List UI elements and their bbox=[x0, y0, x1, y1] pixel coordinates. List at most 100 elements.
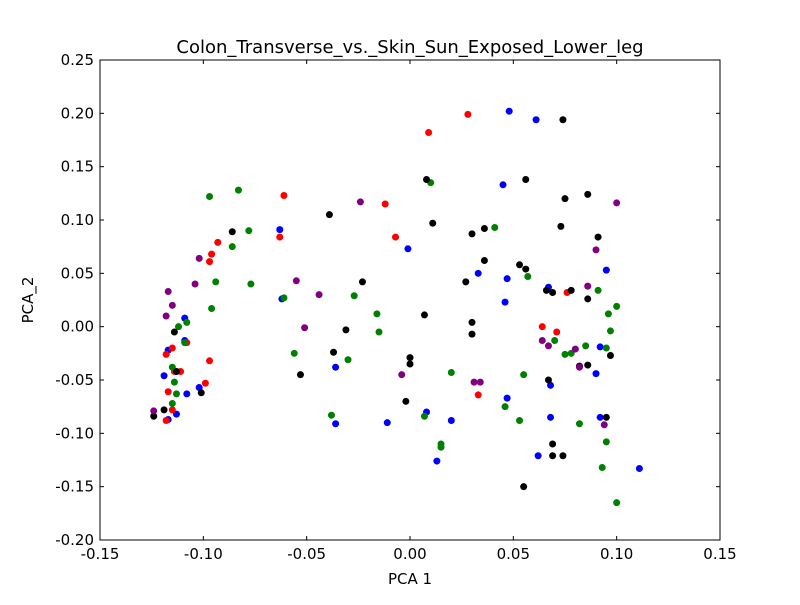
data-point-series-2 bbox=[206, 357, 214, 365]
data-point-series-1 bbox=[276, 226, 284, 234]
x-tick-label: -0.10 bbox=[184, 545, 223, 563]
x-tick-label: -0.15 bbox=[81, 545, 120, 563]
x-tick-label: 0.05 bbox=[497, 545, 530, 563]
data-point-series-4 bbox=[406, 360, 414, 368]
data-point-series-1 bbox=[474, 269, 482, 277]
data-point-series-3 bbox=[181, 339, 189, 347]
data-point-series-1 bbox=[503, 394, 511, 402]
data-point-series-3 bbox=[516, 417, 524, 425]
data-point-series-2 bbox=[464, 110, 472, 118]
data-point-series-3 bbox=[327, 411, 335, 419]
data-point-series-2 bbox=[392, 233, 400, 241]
y-tick-label: -0.15 bbox=[55, 478, 94, 496]
data-point-series-4 bbox=[594, 233, 602, 241]
data-point-series-4 bbox=[559, 116, 567, 124]
data-point-series-1 bbox=[532, 116, 540, 124]
data-point-series-1 bbox=[592, 370, 600, 378]
data-point-series-4 bbox=[561, 195, 569, 203]
data-point-series-4 bbox=[406, 354, 414, 362]
data-point-series-4 bbox=[325, 211, 333, 219]
data-point-series-3 bbox=[175, 323, 183, 331]
y-tick-label: 0.05 bbox=[61, 264, 94, 282]
data-point-series-5 bbox=[592, 246, 600, 254]
data-point-series-2 bbox=[381, 200, 389, 208]
data-point-series-3 bbox=[447, 369, 455, 377]
data-point-series-1 bbox=[332, 420, 340, 428]
data-point-series-5 bbox=[538, 337, 546, 345]
data-point-series-5 bbox=[600, 421, 608, 429]
data-point-series-5 bbox=[301, 324, 309, 332]
data-point-series-4 bbox=[549, 289, 557, 297]
data-point-series-1 bbox=[547, 381, 555, 389]
data-point-series-1 bbox=[404, 245, 412, 253]
data-point-series-3 bbox=[350, 292, 358, 300]
data-point-series-3 bbox=[602, 344, 610, 352]
data-point-series-4 bbox=[567, 286, 575, 294]
data-point-series-4 bbox=[468, 318, 476, 326]
data-point-series-1 bbox=[501, 298, 509, 306]
data-point-series-2 bbox=[168, 344, 176, 352]
data-point-series-2 bbox=[474, 391, 482, 399]
data-point-series-5 bbox=[470, 378, 478, 386]
data-point-series-3 bbox=[172, 390, 180, 398]
data-point-series-1 bbox=[183, 390, 191, 398]
data-point-series-1 bbox=[635, 465, 643, 473]
data-point-series-2 bbox=[206, 258, 214, 266]
data-point-series-4 bbox=[480, 257, 488, 265]
y-tick-label: -0.05 bbox=[55, 371, 94, 389]
data-point-series-1 bbox=[505, 107, 513, 115]
data-point-series-2 bbox=[214, 238, 222, 246]
x-tick-label: 0.15 bbox=[703, 545, 736, 563]
data-point-series-2 bbox=[280, 191, 288, 199]
data-point-series-5 bbox=[613, 199, 621, 207]
data-point-series-2 bbox=[162, 350, 170, 358]
data-point-series-3 bbox=[212, 278, 220, 286]
data-point-series-4 bbox=[429, 219, 437, 227]
data-point-series-4 bbox=[160, 406, 168, 414]
data-point-series-4 bbox=[584, 295, 592, 303]
data-point-series-5 bbox=[476, 378, 484, 386]
plot-frame bbox=[99, 59, 721, 541]
y-tick-label: 0.15 bbox=[61, 158, 94, 176]
data-point-series-3 bbox=[606, 327, 614, 335]
data-point-series-3 bbox=[228, 243, 236, 251]
data-point-series-1 bbox=[433, 457, 441, 465]
data-point-series-3 bbox=[602, 438, 610, 446]
data-point-series-3 bbox=[373, 310, 381, 318]
data-point-series-5 bbox=[292, 277, 300, 285]
x-tick-label: 0.10 bbox=[600, 545, 633, 563]
data-point-series-3 bbox=[183, 318, 191, 326]
data-point-series-4 bbox=[584, 190, 592, 198]
data-point-series-4 bbox=[480, 225, 488, 233]
data-point-series-3 bbox=[604, 310, 612, 318]
data-point-series-5 bbox=[162, 312, 170, 320]
plot-area bbox=[100, 60, 720, 540]
data-point-series-4 bbox=[516, 261, 524, 269]
data-point-series-3 bbox=[375, 328, 383, 336]
y-tick-label: 0.00 bbox=[61, 318, 94, 336]
data-point-series-5 bbox=[544, 342, 552, 350]
data-point-series-4 bbox=[172, 367, 180, 375]
data-point-series-1 bbox=[383, 419, 391, 427]
chart-title: Colon_Transverse_vs._Skin_Sun_Exposed_Lo… bbox=[176, 37, 643, 58]
data-point-series-3 bbox=[582, 342, 590, 350]
data-point-series-4 bbox=[197, 389, 205, 397]
data-point-series-4 bbox=[559, 452, 567, 460]
data-point-series-2 bbox=[208, 250, 216, 258]
data-point-series-5 bbox=[168, 301, 176, 309]
data-point-series-4 bbox=[549, 452, 557, 460]
data-point-series-3 bbox=[344, 356, 352, 364]
data-point-series-4 bbox=[520, 483, 528, 491]
data-point-series-4 bbox=[423, 175, 431, 183]
data-point-series-5 bbox=[315, 291, 323, 299]
x-tick-label: -0.05 bbox=[287, 545, 326, 563]
y-axis-label: PCA_2 bbox=[19, 277, 38, 324]
data-point-series-4 bbox=[544, 376, 552, 384]
data-point-series-1 bbox=[596, 413, 604, 421]
data-point-series-3 bbox=[551, 337, 559, 345]
data-point-series-3 bbox=[437, 443, 445, 451]
data-point-series-3 bbox=[245, 227, 253, 235]
data-point-series-5 bbox=[575, 363, 583, 371]
data-point-series-4 bbox=[606, 351, 614, 359]
